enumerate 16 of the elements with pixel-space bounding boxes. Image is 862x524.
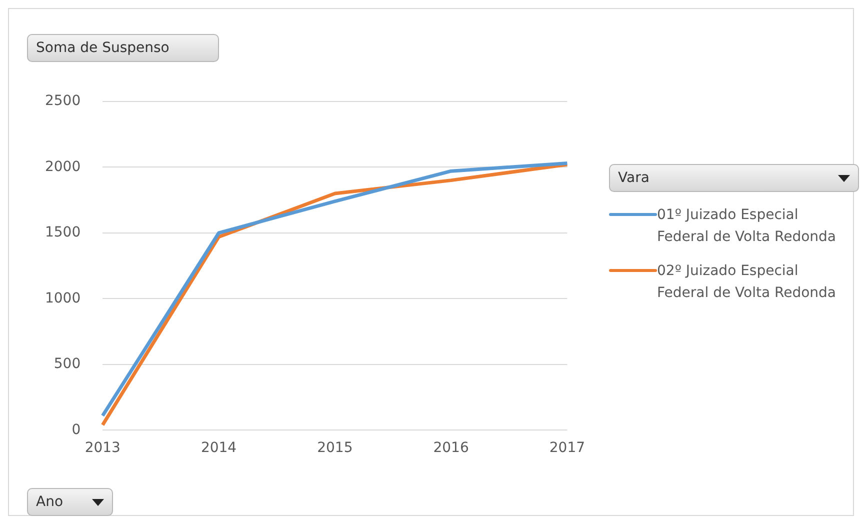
y-tick-label: 1000: [44, 290, 81, 306]
x-tick-label: 2014: [200, 440, 237, 456]
y-tick-label: 2500: [44, 93, 81, 110]
x-tick-label: 2015: [317, 440, 353, 456]
x-axis-title: Ano: [36, 494, 64, 510]
y-tick-label: 500: [54, 356, 81, 372]
y-axis-title: Soma de Suspenso: [36, 40, 170, 56]
x-tick-label: 2017: [549, 440, 586, 456]
legend-label: 02º Juizado Especial Federal de Volta Redonda: [657, 262, 837, 303]
legend-label: 01º Juizado Especial Federal de Volta Redonda: [657, 206, 837, 247]
y-tick-label: 2000: [44, 158, 81, 175]
x-tick-label: 2013: [84, 440, 120, 456]
y-tick-label: 0: [72, 422, 81, 438]
x-tick-label: 2016: [433, 440, 469, 456]
y-tick-label: 1500: [44, 224, 81, 241]
legend-title: Vara: [618, 170, 650, 186]
